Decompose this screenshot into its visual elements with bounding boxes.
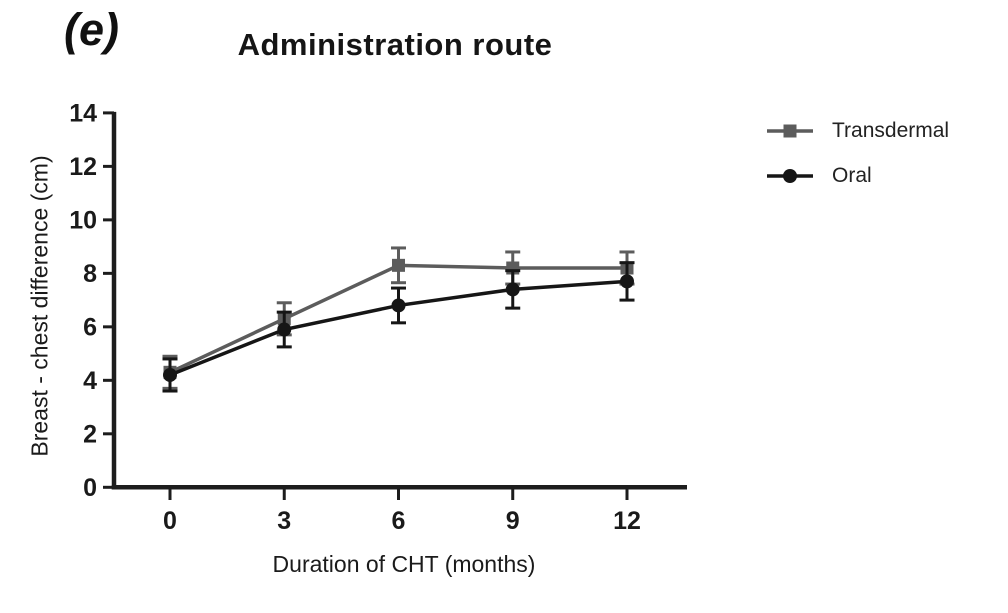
- x-tick-label: 12: [613, 507, 641, 535]
- y-tick-label: 12: [69, 153, 97, 181]
- x-tick-label: 0: [163, 507, 177, 535]
- data-point-circle: [505, 282, 520, 297]
- y-axis-label: Breast - chest difference (cm): [26, 155, 53, 457]
- legend-item-oral: Oral: [766, 163, 949, 189]
- legend-label-transdermal: Transdermal: [832, 119, 950, 142]
- y-tick-label: 4: [83, 367, 97, 395]
- y-tick-label: 8: [83, 260, 97, 288]
- x-tick-label: 6: [392, 507, 406, 535]
- y-tick-label: 2: [83, 420, 97, 448]
- x-tick-label: 9: [506, 507, 520, 535]
- panel-label: (e): [64, 4, 119, 55]
- x-tick-label: 3: [277, 507, 291, 535]
- y-tick-label: 6: [83, 313, 97, 341]
- legend-item-transdermal: Transdermal: [766, 118, 949, 144]
- circle-marker-icon: [767, 169, 813, 183]
- y-tick-label: 0: [83, 474, 97, 502]
- y-tick-label: 14: [69, 99, 97, 127]
- square-marker-icon: [767, 124, 813, 138]
- data-point-circle: [163, 367, 177, 382]
- data-point-circle: [277, 322, 292, 337]
- legend-label-oral: Oral: [832, 164, 872, 187]
- data-point-circle: [391, 298, 406, 313]
- legend: Transdermal Oral: [766, 118, 949, 208]
- x-axis-label: Duration of CHT (months): [272, 551, 536, 577]
- data-point-circle: [619, 274, 634, 289]
- data-point-square: [391, 258, 405, 272]
- y-tick-label: 10: [69, 206, 97, 234]
- chart-title: Administration route: [237, 27, 553, 62]
